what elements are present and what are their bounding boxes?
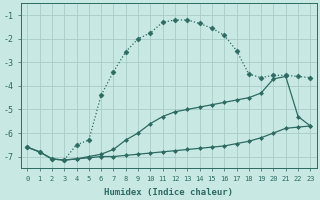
X-axis label: Humidex (Indice chaleur): Humidex (Indice chaleur) — [104, 188, 233, 197]
